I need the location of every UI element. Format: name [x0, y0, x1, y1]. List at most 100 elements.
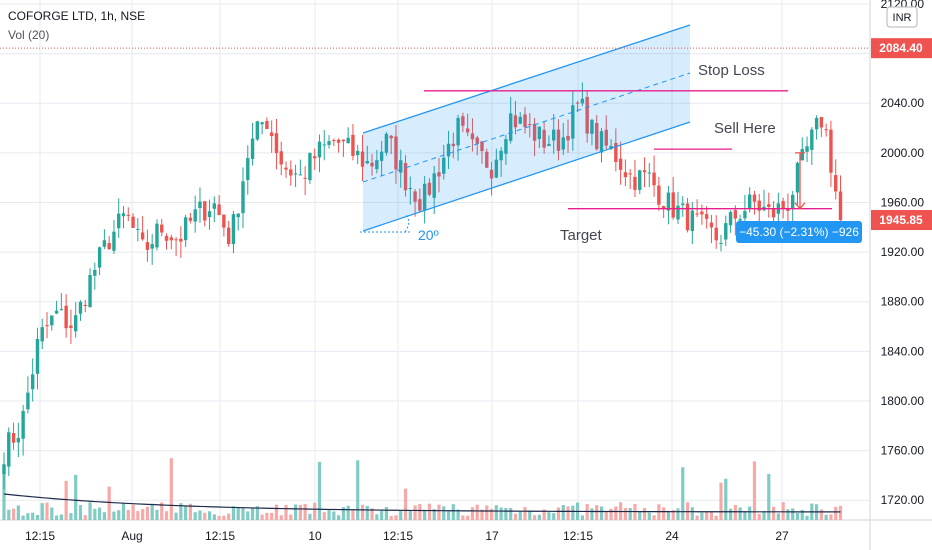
candle-body — [752, 194, 757, 202]
candle-body — [384, 133, 389, 153]
volume-bar — [260, 514, 264, 520]
volume-bar — [351, 510, 355, 520]
candle-body — [69, 325, 73, 328]
volume-bar — [786, 509, 790, 520]
volume-bar — [50, 507, 54, 520]
candle-body — [332, 140, 336, 142]
candle-body — [580, 98, 585, 104]
volume-bar — [31, 512, 35, 520]
volume-bar — [54, 515, 59, 520]
volume-bar — [164, 511, 169, 520]
volume-bar — [346, 505, 350, 520]
volume-bar — [35, 514, 40, 520]
candle-body — [542, 129, 546, 148]
candle-body — [814, 118, 819, 130]
candle-body — [389, 135, 393, 139]
volume-bar — [389, 515, 393, 520]
x-tick-label: 12:15 — [205, 529, 235, 543]
volume-bar — [313, 502, 317, 520]
volume-bar — [356, 460, 360, 520]
candle-body — [121, 213, 126, 217]
candle-body — [418, 199, 422, 211]
candle-body — [595, 122, 599, 150]
candle-body — [217, 204, 221, 215]
candle-body — [652, 172, 656, 186]
volume-bar — [255, 506, 259, 520]
volume-bar — [470, 507, 475, 520]
candle-body — [265, 120, 269, 130]
candle-body — [279, 151, 283, 165]
candle-body — [695, 213, 699, 215]
volume-bar — [728, 508, 733, 520]
candle-body — [45, 325, 49, 327]
currency-badge — [886, 6, 918, 28]
x-tick-label: 27 — [775, 529, 789, 543]
volume-bar — [289, 514, 293, 520]
candle-body — [618, 158, 623, 170]
candle-body — [805, 146, 809, 152]
volume-bar — [738, 507, 742, 520]
candle-body — [786, 209, 790, 211]
candle-body — [193, 209, 197, 222]
volume-bar — [179, 503, 183, 520]
volume-bar — [552, 513, 556, 520]
volume-bar — [250, 508, 255, 520]
candle-body — [179, 238, 183, 242]
candle-body — [647, 172, 651, 174]
candle-body — [781, 201, 785, 209]
candle-body — [489, 169, 494, 179]
candle-body — [504, 139, 508, 154]
candle-body — [671, 192, 675, 218]
volume-bar — [341, 507, 345, 520]
volume-bars — [2, 458, 843, 520]
y-tick-label: 1840.00 — [881, 344, 925, 358]
volume-bar — [212, 514, 216, 520]
candle-body — [470, 133, 475, 140]
candle-body — [394, 136, 398, 170]
volume-bar — [93, 508, 97, 520]
candle-body — [21, 411, 25, 439]
candle-body — [810, 129, 814, 150]
volume-bar — [217, 515, 221, 520]
volume-bar — [370, 508, 374, 520]
symbol-title: COFORGE LTD, 1h, NSE — [8, 9, 146, 23]
volume-bar — [705, 512, 709, 520]
volume-bar — [556, 507, 561, 520]
volume-bar — [771, 506, 776, 520]
volume-bar — [757, 513, 761, 520]
volume-bar — [466, 515, 470, 520]
volume-bar — [432, 509, 436, 520]
volume-bar — [748, 506, 752, 520]
volume-bar — [193, 512, 197, 520]
candle-body — [59, 309, 64, 311]
candle-body — [78, 301, 83, 314]
volume-bar — [690, 507, 694, 520]
candle-body — [231, 214, 236, 245]
volume-bar — [829, 514, 833, 520]
volume-bar — [284, 504, 288, 520]
volume-bar — [384, 507, 388, 520]
volume-bar — [298, 504, 302, 520]
volume-bar — [724, 478, 728, 520]
volume-bar — [408, 510, 412, 520]
volume-bar — [442, 506, 446, 520]
candle-body — [657, 185, 661, 205]
volume-bar — [279, 515, 283, 520]
volume-bar — [762, 511, 766, 520]
y-tick-label: 2120.00 — [881, 0, 925, 11]
volume-bar — [681, 467, 685, 520]
volume-bar — [145, 506, 149, 520]
y-tick-label: 1960.00 — [881, 195, 925, 209]
volume-bar — [141, 509, 145, 520]
volume-bar — [427, 503, 432, 520]
candle-body — [704, 214, 709, 219]
candle-body — [800, 149, 804, 161]
volume-bar — [580, 515, 584, 520]
volume-bar — [638, 511, 642, 520]
candle-body — [547, 143, 551, 146]
sell-here-label: Sell Here — [714, 120, 776, 137]
candle-body — [408, 188, 412, 190]
candle-body — [40, 327, 44, 342]
